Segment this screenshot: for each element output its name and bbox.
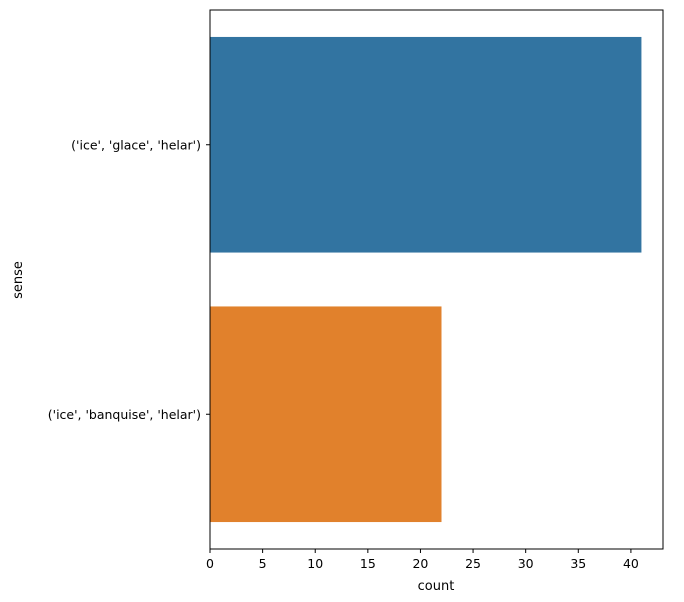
- y-axis-ticks: ('ice', 'glace', 'helar') ('ice', 'banqui…: [48, 137, 210, 422]
- x-tick-label: 15: [360, 556, 376, 571]
- x-tick-label: 40: [623, 556, 639, 571]
- x-tick-label: 30: [518, 556, 534, 571]
- x-tick-label: 10: [307, 556, 323, 571]
- x-tick-label: 0: [206, 556, 214, 571]
- x-tick-label: 5: [259, 556, 267, 571]
- x-tick-label: 20: [412, 556, 428, 571]
- y-tick-label: ('ice', 'banquise', 'helar'): [48, 407, 201, 422]
- x-tick-label: 35: [570, 556, 586, 571]
- bars-group: [210, 36, 642, 523]
- x-axis-label: count: [418, 579, 455, 594]
- plot-frame: [209, 9, 664, 550]
- bar-0: [210, 36, 642, 253]
- x-tick-label: 25: [465, 556, 481, 571]
- x-axis-ticks: 0 5 10 15 20 25 30 35 40: [206, 549, 639, 571]
- y-axis-label: sense: [11, 261, 26, 299]
- bar-1: [210, 306, 442, 523]
- y-tick-label: ('ice', 'glace', 'helar'): [71, 137, 201, 152]
